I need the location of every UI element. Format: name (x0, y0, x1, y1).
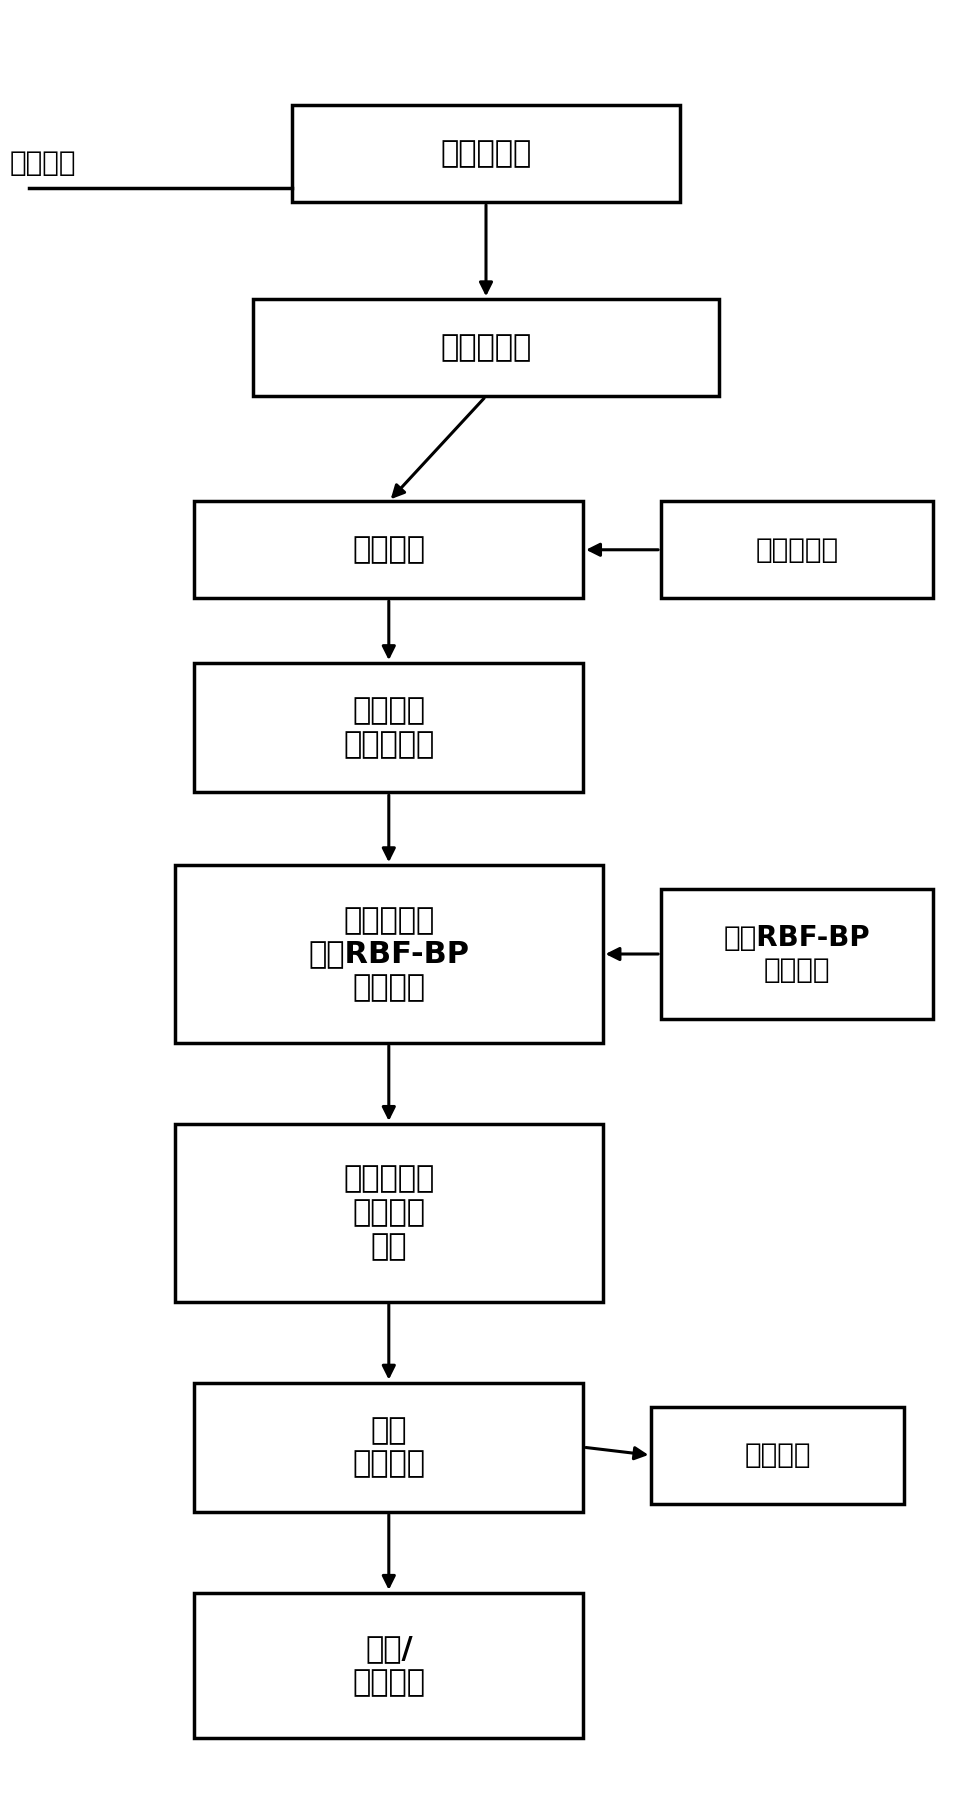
Bar (194, 1592, 583, 1739)
Bar (651, 1407, 904, 1503)
Text: 获得收敛的
故障诊断
模型: 获得收敛的 故障诊断 模型 (343, 1164, 434, 1260)
Text: 小波去噪: 小波去噪 (352, 536, 426, 565)
Bar (194, 1382, 583, 1512)
Bar (194, 663, 583, 793)
Text: 选择小波基: 选择小波基 (755, 536, 839, 563)
Text: 正常运行: 正常运行 (745, 1442, 811, 1469)
Bar (292, 105, 680, 203)
Text: 设计RBF-BP
网络结构: 设计RBF-BP 网络结构 (724, 924, 870, 983)
Text: 提取数据: 提取数据 (10, 149, 76, 177)
Bar (175, 1125, 603, 1302)
Text: 划分输入
输出样本集: 划分输入 输出样本集 (343, 697, 434, 759)
Text: 故障/
故障类别: 故障/ 故障类别 (352, 1634, 426, 1697)
Bar (194, 502, 583, 598)
Text: 数据库数据: 数据库数据 (440, 139, 532, 168)
Bar (175, 866, 603, 1043)
Bar (253, 299, 719, 397)
Text: 数据预处理: 数据预处理 (440, 333, 532, 362)
Bar (661, 502, 933, 598)
Text: 实时
故障诊断: 实时 故障诊断 (352, 1416, 426, 1478)
Text: 构建并训练
小波RBF-BP
神经网络: 构建并训练 小波RBF-BP 神经网络 (308, 906, 469, 1001)
Bar (661, 889, 933, 1018)
